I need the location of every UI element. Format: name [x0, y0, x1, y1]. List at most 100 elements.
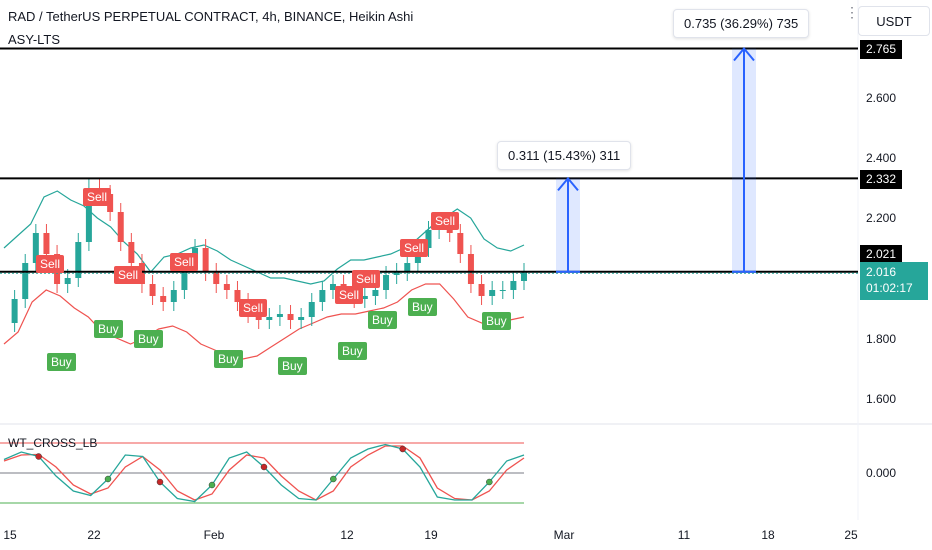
candle-body [202, 248, 209, 272]
candle-body [213, 272, 220, 284]
candle-body [117, 212, 124, 242]
candle-body [43, 233, 50, 254]
sell-signal: Sell [239, 299, 268, 317]
candle-body [372, 290, 379, 296]
sell-signal: Sell [400, 239, 429, 257]
candle-body [170, 290, 177, 302]
sell-signal: Sell [36, 255, 65, 273]
measure-callout-1[interactable]: 0.311 (15.43%) 311 [497, 141, 632, 170]
upper-band-line [3, 190, 525, 285]
sell-signal: Sell [170, 253, 199, 271]
measure-arrow-head [557, 176, 579, 192]
candle-body [22, 263, 29, 299]
sell-signal: Sell [83, 188, 112, 206]
candle-body [521, 272, 527, 281]
candle-body [276, 314, 283, 317]
candle-body [11, 299, 18, 323]
cross-dot [486, 478, 493, 486]
y-tick-label: 2.600 [866, 91, 897, 105]
buy-signal: Buy [278, 357, 307, 375]
buy-signal: Buy [482, 312, 511, 330]
candle-body [75, 242, 82, 278]
x-tick-label: 19 [424, 528, 438, 542]
cross-dot [35, 453, 42, 460]
buy-signal: Buy [47, 353, 76, 371]
indicator-label-wt-cross[interactable]: WT_CROSS_LB [8, 436, 98, 450]
x-tick-label: 22 [87, 528, 101, 542]
x-tick-label: 11 [677, 528, 691, 542]
candle-body [489, 290, 496, 296]
sell-signal: Sell [431, 212, 460, 230]
currency-selector[interactable]: USDT [858, 6, 930, 36]
x-tick-label: 25 [844, 528, 858, 542]
x-tick-label: Mar [553, 528, 575, 542]
candle-body [404, 263, 411, 272]
level-tag-mid: 2.332 [860, 170, 903, 189]
candle-body [287, 314, 294, 320]
cross-dot [399, 445, 406, 453]
candle-body [478, 284, 485, 296]
candle-body [128, 242, 135, 263]
bar-countdown: 01:02:17 [866, 281, 913, 295]
y-tick-label: 2.400 [866, 151, 897, 165]
candle-body [85, 188, 92, 242]
level-tag-low: 2.021 [860, 245, 903, 264]
current-price: 2.016 [866, 265, 897, 279]
candle-body [467, 254, 474, 284]
current-price-tag: 2.016 01:02:17 [860, 262, 928, 300]
chart-title: RAD / TetherUS PERPETUAL CONTRACT, 4h, B… [8, 9, 414, 24]
buy-signal: Buy [134, 330, 163, 348]
y-tick-label: 2.200 [866, 211, 897, 225]
sell-signal: Sell [114, 266, 143, 284]
cross-dot [104, 475, 112, 483]
candle-body [181, 263, 188, 290]
buy-signal: Buy [214, 350, 243, 368]
buy-signal: Buy [368, 311, 397, 329]
cross-dot [330, 475, 337, 483]
candle-body [329, 284, 336, 290]
candle-body [510, 281, 517, 290]
x-tick-label: 12 [340, 528, 354, 542]
sell-signal: Sell [335, 286, 364, 304]
candle-body [425, 230, 432, 248]
x-tick-label: Feb [203, 528, 225, 542]
levels-group[interactable] [0, 47, 858, 274]
candle-body [298, 317, 305, 320]
buy-signal: Buy [338, 342, 367, 360]
measures-group[interactable] [556, 46, 756, 273]
cross-dot [260, 463, 268, 471]
more-dots-icon[interactable]: ⋮ [845, 4, 859, 20]
level-tag-top: 2.765 [860, 40, 903, 59]
candle-body [383, 275, 390, 290]
measure-callout-2[interactable]: 0.735 (36.29%) 735 [673, 9, 810, 38]
x-tick-label: 15 [3, 528, 17, 542]
candle-body [64, 278, 71, 284]
y-tick-label: 1.600 [866, 392, 897, 406]
candle-body [32, 233, 39, 263]
sell-signal: Sell [352, 270, 381, 288]
osc-tick-label: 0.000 [866, 466, 897, 480]
cross-dot [156, 478, 164, 486]
wt2-line [3, 445, 525, 501]
candle-body [308, 302, 315, 317]
oscillator-group [0, 442, 525, 504]
candle-body [223, 284, 230, 290]
buy-signal: Buy [94, 320, 123, 338]
indicator-label-asy[interactable]: ASY-LTS [8, 32, 61, 47]
candles-group [11, 179, 527, 332]
candle-body [361, 296, 368, 299]
candle-body [499, 290, 506, 291]
candle-body [255, 314, 262, 320]
candle-body [319, 290, 326, 302]
candle-body [149, 284, 156, 296]
candle-body [234, 290, 241, 302]
candle-body [160, 296, 167, 302]
y-tick-label: 1.800 [866, 332, 897, 346]
buy-signal: Buy [408, 298, 437, 316]
measure-arrow-head [733, 46, 755, 62]
x-tick-label: 18 [761, 528, 775, 542]
lower-band-line [3, 283, 525, 360]
cross-dot [208, 481, 216, 489]
candle-body [457, 233, 464, 254]
